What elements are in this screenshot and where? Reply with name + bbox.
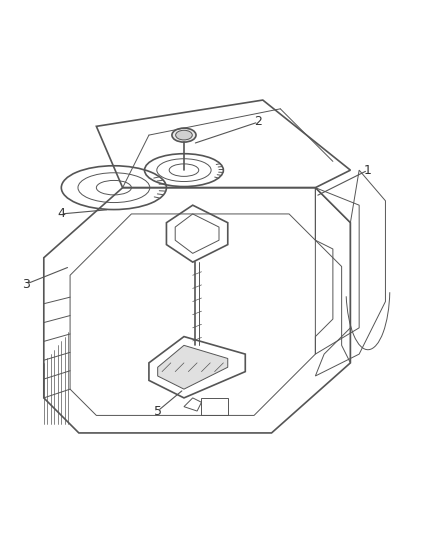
Text: 4: 4 — [57, 207, 65, 221]
Text: 1: 1 — [364, 164, 372, 176]
Polygon shape — [158, 345, 228, 389]
Ellipse shape — [176, 130, 192, 140]
Ellipse shape — [172, 128, 196, 142]
Text: 2: 2 — [254, 116, 262, 128]
Text: 5: 5 — [154, 405, 162, 417]
Text: 3: 3 — [22, 278, 30, 290]
